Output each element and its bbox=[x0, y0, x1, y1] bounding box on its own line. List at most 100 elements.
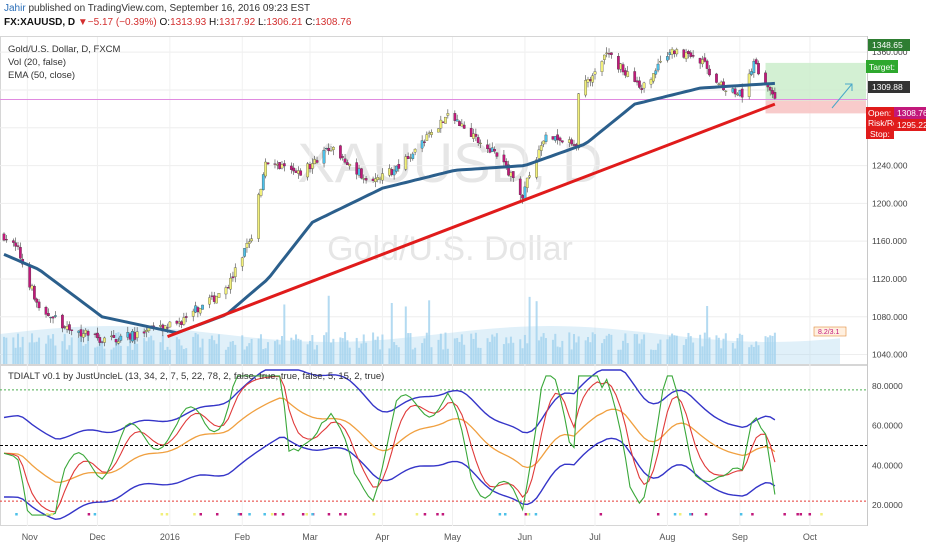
candle-body bbox=[348, 163, 352, 167]
volume-bar bbox=[638, 343, 641, 364]
target-tag bbox=[866, 60, 898, 73]
signal-dot bbox=[215, 513, 219, 516]
candle-body bbox=[423, 141, 426, 143]
ema-50-line bbox=[3, 81, 775, 335]
volume-bar bbox=[764, 336, 767, 364]
price-tick: 1040.000 bbox=[872, 350, 908, 360]
risk-reward-zones[interactable] bbox=[0, 62, 867, 114]
date-axis-ticks: Nov Dec 2016 Feb Mar Apr May Jun Jul Aug Sep Oct bbox=[22, 532, 818, 542]
volume-bar bbox=[262, 349, 265, 364]
candle-body bbox=[656, 63, 660, 71]
candle-body bbox=[28, 265, 32, 288]
volume-bar bbox=[365, 342, 368, 364]
candle-body bbox=[437, 128, 440, 133]
volume-bar bbox=[685, 339, 688, 364]
trendline[interactable] bbox=[166, 102, 776, 338]
candle-body bbox=[535, 159, 538, 178]
volume-bar bbox=[276, 339, 279, 364]
candle-body bbox=[292, 167, 296, 172]
candle-body bbox=[469, 128, 473, 137]
date-tick: Jun bbox=[518, 532, 533, 542]
candle-body bbox=[273, 163, 277, 165]
volume-bar bbox=[572, 334, 575, 364]
candle-body bbox=[322, 150, 326, 164]
volume-bar bbox=[397, 347, 400, 364]
signal-dot bbox=[281, 513, 285, 516]
candle-body bbox=[184, 316, 188, 318]
volume-bar bbox=[717, 337, 720, 364]
target-zone[interactable] bbox=[765, 62, 866, 101]
candle-body bbox=[357, 168, 361, 176]
candle-body bbox=[381, 173, 384, 181]
candle-body bbox=[128, 333, 132, 340]
candle-body bbox=[736, 93, 739, 96]
volume-bar bbox=[94, 347, 97, 364]
signal-dot bbox=[239, 513, 243, 516]
candle-body bbox=[308, 164, 312, 170]
candle-body bbox=[329, 150, 333, 152]
volume-bar bbox=[544, 338, 547, 364]
legend-title: Gold/U.S. Dollar, D, FXCM bbox=[8, 44, 121, 55]
candle-body bbox=[705, 60, 709, 69]
candle-body bbox=[691, 55, 695, 57]
candle-body bbox=[311, 163, 314, 169]
volume-bar bbox=[640, 339, 643, 364]
volume-bar bbox=[495, 333, 498, 364]
candle-body bbox=[14, 242, 18, 247]
candle-body bbox=[740, 88, 744, 98]
signal-dot bbox=[160, 513, 164, 516]
author-link[interactable]: Jahir bbox=[4, 3, 26, 14]
volume-bar bbox=[117, 332, 120, 364]
candle-body bbox=[82, 333, 85, 338]
candle-body bbox=[68, 324, 71, 331]
volume-bar bbox=[512, 342, 515, 364]
lower-band-line bbox=[4, 436, 776, 521]
volume-bar bbox=[587, 337, 589, 364]
volume-bar bbox=[771, 335, 774, 364]
candle-body bbox=[390, 169, 394, 175]
candle-body bbox=[296, 170, 300, 174]
legend-ema: EMA (50, close) bbox=[8, 70, 76, 81]
volume-bar bbox=[379, 349, 382, 364]
candle-body bbox=[70, 329, 74, 331]
signal-dot bbox=[423, 513, 427, 516]
support-trendline[interactable] bbox=[166, 102, 776, 338]
volume-bar bbox=[87, 332, 90, 364]
candle-body bbox=[49, 317, 53, 319]
volume-bar bbox=[423, 338, 426, 364]
signal-dot bbox=[301, 513, 305, 516]
candle-body bbox=[275, 164, 279, 166]
candle-body bbox=[2, 233, 6, 241]
candle-body bbox=[635, 80, 639, 83]
volume-bar bbox=[182, 349, 185, 364]
volume-bar bbox=[31, 333, 34, 364]
candle-body bbox=[446, 113, 450, 116]
volume-bar bbox=[101, 340, 104, 364]
candle-body bbox=[460, 123, 464, 127]
candle-body bbox=[668, 52, 672, 55]
volume-bar bbox=[299, 339, 302, 364]
candle-body bbox=[750, 71, 753, 75]
candle-body bbox=[453, 113, 457, 121]
stop-zone[interactable] bbox=[765, 100, 866, 114]
candle-body bbox=[231, 276, 235, 279]
candle-body bbox=[198, 308, 202, 314]
volume-bar bbox=[659, 339, 662, 364]
candle-body bbox=[191, 310, 195, 317]
candle-body bbox=[35, 298, 39, 303]
volume-bar bbox=[5, 337, 8, 364]
volume-bar bbox=[38, 337, 41, 364]
volume-bar bbox=[444, 332, 447, 364]
candle-body bbox=[406, 156, 410, 160]
volume-bar bbox=[395, 345, 398, 364]
candle-body bbox=[715, 73, 718, 83]
candle-body bbox=[476, 137, 480, 144]
volume-bar bbox=[650, 349, 653, 364]
signal-dot bbox=[327, 513, 331, 516]
candle-body bbox=[556, 134, 559, 140]
volume-bar bbox=[608, 333, 611, 364]
volume-bar bbox=[250, 338, 253, 364]
volume-bar bbox=[339, 337, 342, 364]
volume-bar bbox=[196, 334, 199, 364]
